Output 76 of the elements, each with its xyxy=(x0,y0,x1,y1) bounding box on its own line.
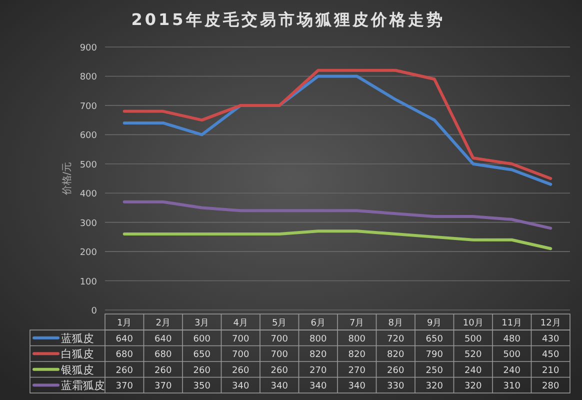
data-label: 260 xyxy=(193,366,211,376)
data-label: 250 xyxy=(426,366,444,376)
legend-label: 蓝霜狐皮 xyxy=(61,379,105,392)
y-tick-label: 900 xyxy=(80,44,98,54)
x-tick-label: 12月 xyxy=(540,318,561,328)
legend-label: 蓝狐皮 xyxy=(61,332,94,345)
x-tick-label: 2月 xyxy=(156,318,170,328)
data-label: 640 xyxy=(154,334,172,344)
data-label: 340 xyxy=(270,382,288,392)
data-label: 330 xyxy=(387,382,404,392)
y-tick-label: 200 xyxy=(80,248,98,258)
data-label: 700 xyxy=(270,350,288,360)
chart-title: 2015年皮毛交易市场狐狸皮价格走势 xyxy=(131,10,445,29)
x-tick-label: 5月 xyxy=(272,318,287,328)
data-label: 340 xyxy=(348,382,366,392)
y-tick-label: 0 xyxy=(91,306,98,316)
legend-label: 白狐皮 xyxy=(61,348,94,361)
y-axis-title: 价格/元 xyxy=(61,162,73,196)
data-label: 240 xyxy=(464,366,482,376)
data-label: 820 xyxy=(387,350,404,360)
y-tick-label: 700 xyxy=(80,102,98,112)
data-label: 340 xyxy=(232,382,250,392)
data-label: 720 xyxy=(387,334,404,344)
data-label: 320 xyxy=(464,382,482,392)
data-label: 500 xyxy=(503,350,521,360)
data-label: 680 xyxy=(116,350,134,360)
x-tick-label: 10月 xyxy=(462,318,484,328)
data-label: 800 xyxy=(310,334,327,344)
data-label: 650 xyxy=(193,350,211,360)
data-label: 600 xyxy=(193,334,211,344)
data-label: 240 xyxy=(503,366,521,376)
x-tick-label: 1月 xyxy=(117,318,132,328)
data-label: 270 xyxy=(310,366,327,376)
data-label: 350 xyxy=(193,382,211,392)
data-label: 520 xyxy=(464,350,482,360)
data-label: 370 xyxy=(116,382,134,392)
x-tick-label: 3月 xyxy=(194,318,210,328)
data-label: 680 xyxy=(154,350,172,360)
data-label: 790 xyxy=(426,350,444,360)
y-tick-label: 400 xyxy=(80,190,98,200)
x-tick-label: 11月 xyxy=(502,318,522,328)
data-label: 800 xyxy=(348,334,366,344)
data-label: 700 xyxy=(270,334,288,344)
data-label: 320 xyxy=(426,382,444,392)
data-label: 820 xyxy=(348,350,366,360)
data-label: 260 xyxy=(116,366,134,376)
data-label: 430 xyxy=(542,334,560,344)
data-label: 270 xyxy=(348,366,366,376)
y-tick-label: 300 xyxy=(80,218,98,229)
data-label: 260 xyxy=(154,366,172,376)
data-label: 500 xyxy=(464,334,482,344)
x-tick-label: 6月 xyxy=(310,318,326,328)
data-label: 280 xyxy=(542,382,560,392)
y-tick-label: 600 xyxy=(80,131,98,142)
data-label: 210 xyxy=(542,366,560,376)
data-label: 450 xyxy=(542,350,560,360)
x-tick-label: 7月 xyxy=(350,318,364,328)
data-label: 310 xyxy=(503,382,521,392)
data-label: 260 xyxy=(387,366,404,376)
x-tick-label: 9月 xyxy=(427,318,442,328)
data-label: 370 xyxy=(154,382,172,392)
y-tick-label: 800 xyxy=(80,72,98,83)
data-label: 260 xyxy=(232,366,250,376)
data-label: 480 xyxy=(503,334,521,344)
x-tick-label: 8月 xyxy=(388,318,403,328)
y-tick-label: 500 xyxy=(80,160,98,170)
data-label: 340 xyxy=(310,382,327,392)
data-label: 700 xyxy=(232,334,250,344)
data-label: 700 xyxy=(232,350,250,360)
x-tick-label: 4月 xyxy=(233,318,248,328)
data-label: 640 xyxy=(116,334,134,344)
y-tick-label: 100 xyxy=(80,277,98,288)
data-label: 820 xyxy=(310,350,327,360)
data-label: 650 xyxy=(426,334,444,344)
data-label: 260 xyxy=(270,366,288,376)
legend-label: 银狐皮 xyxy=(60,363,94,376)
